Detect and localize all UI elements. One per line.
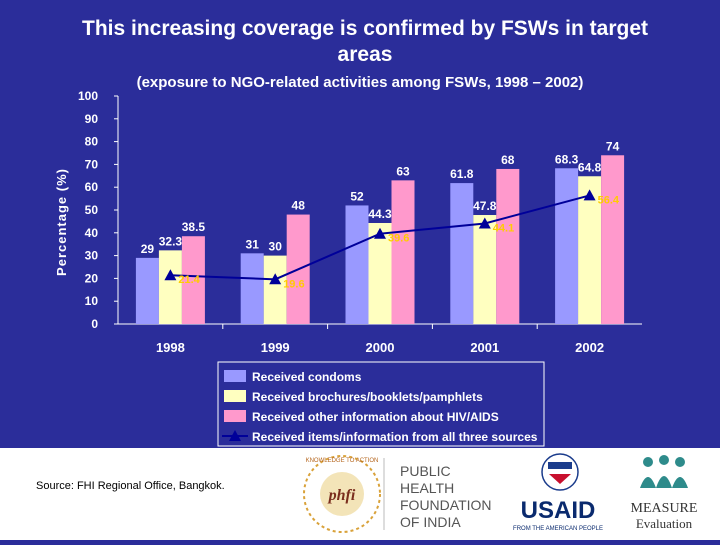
x-tick-label: 1999 xyxy=(261,340,290,355)
legend-label: Received condoms xyxy=(252,370,362,384)
x-tick-label: 2000 xyxy=(366,340,395,355)
x-tick-label: 1998 xyxy=(156,340,185,355)
bar-data-label: 44.3 xyxy=(368,207,392,221)
legend-swatch xyxy=(224,390,246,402)
bar xyxy=(263,255,287,324)
phfi-ring-text: KNOWLEDGE TO ACTION xyxy=(306,458,379,464)
phfi-line-3: FOUNDATION xyxy=(400,497,492,513)
usaid-tagline: FROM THE AMERICAN PEOPLE xyxy=(513,526,603,532)
legend-label: Received brochures/booklets/pamphlets xyxy=(252,390,483,404)
phfi-line-2: HEALTH xyxy=(400,480,454,496)
line-data-label: 44.1 xyxy=(493,222,514,234)
bar-data-label: 68.3 xyxy=(555,152,579,166)
line-data-label: 39.6 xyxy=(388,233,409,245)
slide-subtitle: (exposure to NGO-related activities amon… xyxy=(136,74,584,91)
bar xyxy=(135,257,159,324)
legend-swatch xyxy=(224,410,246,422)
bar xyxy=(473,215,497,324)
bar xyxy=(578,176,602,324)
measure-logo: MEASURE Evaluation xyxy=(631,455,698,531)
y-tick-label: 30 xyxy=(85,249,99,263)
y-tick-label: 60 xyxy=(85,180,99,194)
bar-data-label: 30 xyxy=(269,240,283,254)
bar-data-label: 61.8 xyxy=(450,167,474,181)
legend-box xyxy=(217,361,545,447)
bar xyxy=(450,183,474,324)
footer-logo-strip: phfi KNOWLEDGE TO ACTION PUBLIC HEALTH F… xyxy=(0,448,720,540)
y-axis-title: Percentage (%) xyxy=(54,168,69,276)
bar-data-label: 29 xyxy=(141,242,155,256)
bar xyxy=(555,168,579,324)
legend-swatch xyxy=(224,370,246,382)
bar xyxy=(240,253,264,324)
line-point-marker xyxy=(374,227,386,239)
measure-name: MEASURE xyxy=(631,501,698,516)
bar-data-label: 68 xyxy=(501,153,515,167)
bar-data-label: 38.5 xyxy=(182,220,206,234)
bar-data-label: 74 xyxy=(606,139,620,153)
usaid-name: USAID xyxy=(521,497,596,524)
y-tick-label: 100 xyxy=(78,89,98,103)
phfi-logo: phfi KNOWLEDGE TO ACTION xyxy=(303,455,381,533)
slide-title: This increasing coverage is confirmed by… xyxy=(82,17,648,66)
x-tick-label: 2001 xyxy=(470,340,499,355)
x-tick-label: 2002 xyxy=(575,340,604,355)
line-point-marker xyxy=(478,217,491,229)
line-point-marker xyxy=(164,269,177,281)
bar-data-label: 31 xyxy=(246,237,260,251)
usaid-logo: USAID FROM THE AMERICAN PEOPLE xyxy=(513,453,603,532)
bar xyxy=(391,180,415,324)
phfi-mark-text: phfi xyxy=(327,487,356,504)
bar xyxy=(601,155,625,324)
bar-data-label: 47.8 xyxy=(473,199,497,213)
measure-people-icon xyxy=(640,455,688,488)
measure-sub: Evaluation xyxy=(636,516,693,531)
y-tick-label: 80 xyxy=(85,135,99,149)
bar-data-label: 48 xyxy=(292,199,306,213)
y-tick-label: 20 xyxy=(85,271,99,285)
line-point-marker xyxy=(583,189,596,201)
legend-marker xyxy=(229,430,241,441)
legend-label: Received other information about HIV/AID… xyxy=(252,410,499,424)
bar xyxy=(496,168,520,324)
phfi-line-4: OF INDIA xyxy=(400,514,461,530)
y-tick-label: 50 xyxy=(85,203,99,217)
y-tick-label: 70 xyxy=(85,157,99,171)
line-data-label: 56.4 xyxy=(598,194,620,206)
phfi-name: PUBLIC HEALTH FOUNDATION OF INDIA xyxy=(400,463,492,530)
bar-data-label: 32.3 xyxy=(159,234,183,248)
source-note: Source: FHI Regional Office, Bangkok. xyxy=(36,480,225,492)
usaid-seal xyxy=(541,453,579,491)
bar-data-label: 64.8 xyxy=(578,160,602,174)
line-data-label: 21.4 xyxy=(178,274,200,286)
y-tick-label: 0 xyxy=(91,317,98,331)
bar xyxy=(158,250,182,324)
bar xyxy=(368,222,392,324)
logos-svg: phfi KNOWLEDGE TO ACTION PUBLIC HEALTH F… xyxy=(303,453,698,533)
bar-data-label: 52 xyxy=(350,189,364,203)
bar-data-label: 63 xyxy=(396,164,410,178)
line-data-label: 19.6 xyxy=(283,278,304,290)
y-tick-label: 90 xyxy=(85,112,99,126)
chart: 0 10 20 30 40 50 60 70 80 90 100 Percentage (%) 1998… xyxy=(54,89,642,447)
y-tick-label: 10 xyxy=(85,294,99,308)
phfi-line-1: PUBLIC xyxy=(400,463,451,479)
legend-label: Received items/information from all thre… xyxy=(252,430,538,444)
y-tick-label: 40 xyxy=(85,226,99,240)
line-point-marker xyxy=(269,273,282,285)
bar xyxy=(181,236,205,324)
bar xyxy=(345,205,369,324)
